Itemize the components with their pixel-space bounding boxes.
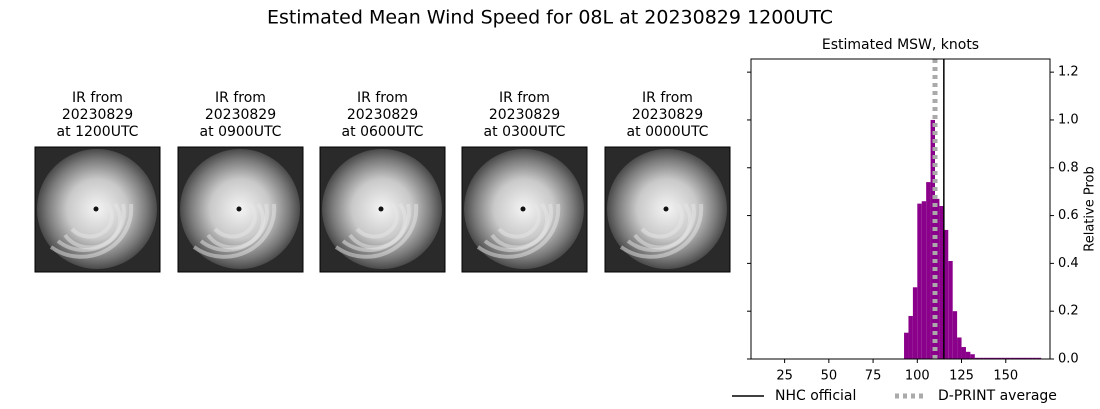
bar xyxy=(1019,357,1024,359)
spiral-band xyxy=(626,203,696,253)
figure-title: Estimated Mean Wind Speed for 08L at 202… xyxy=(267,7,833,29)
spiral-band xyxy=(619,203,704,259)
eye xyxy=(520,206,526,212)
legend-label: D-PRINT average xyxy=(938,388,1057,404)
bar xyxy=(1010,357,1015,359)
bar xyxy=(921,201,927,359)
y-tick-label: 0.8 xyxy=(1058,160,1079,175)
bar xyxy=(1036,357,1042,359)
x-tick-label: 75 xyxy=(865,369,882,384)
plot-frame xyxy=(750,58,1051,360)
bar xyxy=(939,206,944,359)
panel-label: 20230829 xyxy=(632,107,703,123)
bar xyxy=(904,332,909,359)
spiral-band xyxy=(476,203,561,259)
y-tick-label: 1.2 xyxy=(1058,65,1079,80)
spiral-band xyxy=(56,203,126,253)
bar xyxy=(965,351,971,359)
panel-label: IR from xyxy=(499,90,550,106)
bar xyxy=(961,347,966,359)
panel-label: IR from xyxy=(642,90,693,106)
eye xyxy=(378,206,384,212)
bar xyxy=(988,357,993,359)
bar xyxy=(1014,357,1020,359)
bar xyxy=(992,357,997,359)
y-tick-label: 1.0 xyxy=(1058,112,1079,127)
spiral-band xyxy=(49,203,134,259)
spiral-band xyxy=(497,202,541,239)
spiral-band xyxy=(341,203,411,253)
panel-frame xyxy=(34,146,161,273)
panel-label: 20230829 xyxy=(205,107,276,123)
bar xyxy=(979,357,984,359)
x-tick-label: 100 xyxy=(905,369,930,384)
panel-frame xyxy=(604,146,731,273)
panel-label: 20230829 xyxy=(62,107,133,123)
x-tick-label: 25 xyxy=(776,369,793,384)
bar xyxy=(917,203,922,359)
panel-label: at 0600UTC xyxy=(342,124,424,140)
bar xyxy=(996,357,1002,359)
y-tick-label: 0.6 xyxy=(1058,208,1079,223)
panel-frame xyxy=(319,146,446,273)
eye xyxy=(93,206,99,212)
bar xyxy=(1023,357,1028,359)
eye xyxy=(236,206,242,212)
bar xyxy=(970,354,975,359)
y-tick-label: 0.4 xyxy=(1058,256,1079,271)
panel-label: at 1200UTC xyxy=(57,124,139,140)
bar xyxy=(957,337,962,359)
spiral-band xyxy=(192,203,277,259)
x-tick-label: 50 xyxy=(821,369,838,384)
spiral-band xyxy=(640,202,684,239)
spiral-band xyxy=(334,203,419,259)
panel-label: at 0300UTC xyxy=(484,124,566,140)
bar xyxy=(1032,357,1037,359)
panel-label: IR from xyxy=(357,90,408,106)
bar xyxy=(926,182,931,359)
panel-label: 20230829 xyxy=(489,107,560,123)
spiral-band xyxy=(199,203,269,253)
legend-label: NHC official xyxy=(775,388,856,404)
spiral-band xyxy=(213,202,257,239)
bar xyxy=(983,357,989,359)
bar xyxy=(1027,357,1033,359)
bar xyxy=(1001,357,1006,359)
panel-label: at 0900UTC xyxy=(200,124,282,140)
spiral-band xyxy=(355,202,399,239)
panel-label: IR from xyxy=(72,90,123,106)
bar xyxy=(908,315,913,359)
bar xyxy=(912,287,918,359)
x-tick-label: 150 xyxy=(993,369,1018,384)
panel-label: IR from xyxy=(215,90,266,106)
y-tick-label: 0.0 xyxy=(1058,352,1079,367)
spiral-band xyxy=(70,202,114,239)
panel-frame xyxy=(177,146,304,273)
panel-label: 20230829 xyxy=(347,107,418,123)
y-axis-label: Relative Prob xyxy=(1083,166,1098,251)
bar xyxy=(943,229,949,359)
y-tick-label: 0.2 xyxy=(1058,304,1079,319)
bar xyxy=(974,357,980,359)
eye xyxy=(663,206,669,212)
panel-label: at 0000UTC xyxy=(627,124,709,140)
bar xyxy=(948,260,953,359)
x-tick-label: 125 xyxy=(949,369,974,384)
bar xyxy=(952,311,958,359)
panel-frame xyxy=(461,146,588,273)
chart-title: Estimated MSW, knots xyxy=(822,37,979,53)
bar xyxy=(1005,357,1011,359)
bar xyxy=(930,119,935,359)
spiral-band xyxy=(483,203,553,253)
